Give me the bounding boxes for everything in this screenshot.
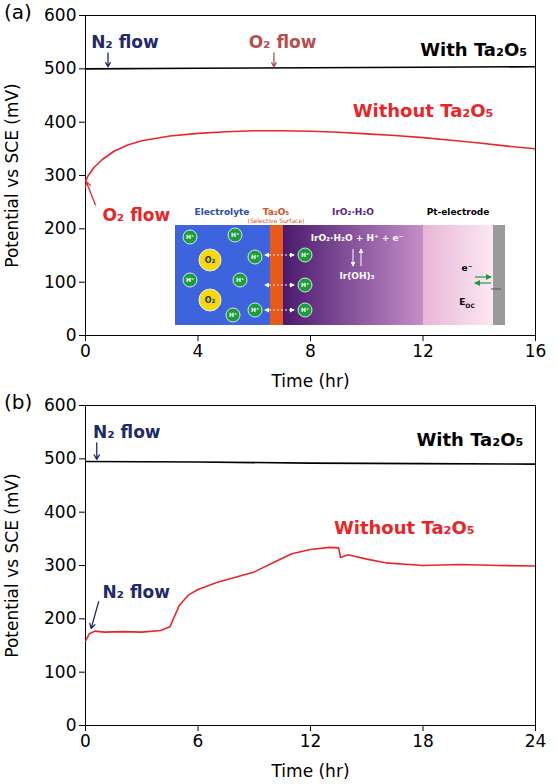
svg-text:0: 0 (66, 325, 77, 345)
svg-text:0: 0 (66, 715, 77, 735)
svg-text:e⁻: e⁻ (462, 263, 473, 273)
svg-text:Without Ta₂O₅: Without Ta₂O₅ (353, 100, 494, 121)
svg-text:EOC: EOC (459, 297, 475, 309)
svg-text:(Selective Surface): (Selective Surface) (248, 217, 305, 224)
svg-text:300: 300 (44, 555, 76, 575)
svg-text:0: 0 (80, 731, 91, 751)
svg-text:Time (hr): Time (hr) (270, 371, 349, 391)
svg-text:400: 400 (44, 502, 76, 522)
svg-text:H⁺: H⁺ (186, 233, 194, 240)
html-text:(b): (b) (4, 390, 33, 414)
svg-text:Potential vs SCE (mV): Potential vs SCE (mV) (2, 473, 22, 657)
svg-text:0: 0 (80, 341, 91, 361)
svg-text:600: 600 (44, 395, 76, 415)
svg-text:N₂ flow: N₂ flow (93, 422, 161, 442)
svg-text:With Ta₂O₅: With Ta₂O₅ (416, 429, 523, 450)
svg-text:H⁺: H⁺ (301, 251, 309, 258)
svg-text:O₂: O₂ (205, 296, 216, 305)
svg-text:12: 12 (300, 731, 322, 751)
svg-text:O₂ flow: O₂ flow (249, 32, 317, 52)
html-text:(a): (a) (4, 0, 32, 24)
svg-text:N₂ flow: N₂ flow (91, 32, 159, 52)
svg-text:400: 400 (44, 112, 76, 132)
svg-text:H⁺: H⁺ (301, 306, 309, 313)
svg-text:IrO₂·H₂O + H⁺ + e⁻: IrO₂·H₂O + H⁺ + e⁻ (311, 233, 404, 243)
svg-text:12: 12 (412, 341, 434, 361)
svg-text:6: 6 (193, 731, 204, 751)
svg-text:H⁺: H⁺ (229, 311, 237, 318)
svg-text:H⁺: H⁺ (236, 276, 244, 283)
svg-text:N₂ flow: N₂ flow (102, 582, 170, 602)
svg-text:18: 18 (412, 731, 434, 751)
svg-text:H⁺: H⁺ (186, 276, 194, 283)
svg-text:8: 8 (305, 341, 316, 361)
svg-text:H⁺: H⁺ (251, 253, 259, 260)
svg-text:200: 200 (44, 218, 76, 238)
svg-text:IrO₂·H₂O: IrO₂·H₂O (332, 207, 374, 217)
svg-text:300: 300 (44, 165, 76, 185)
svg-text:Time (hr): Time (hr) (270, 761, 349, 781)
svg-text:Ir(OH)₃: Ir(OH)₃ (339, 271, 374, 281)
svg-text:Ta₂O₅: Ta₂O₅ (263, 207, 290, 217)
svg-text:24: 24 (525, 731, 547, 751)
svg-text:H⁺: H⁺ (301, 281, 309, 288)
svg-text:600: 600 (44, 5, 76, 25)
svg-text:Electrolyte: Electrolyte (195, 207, 250, 217)
svg-text:100: 100 (44, 662, 76, 682)
svg-text:16: 16 (525, 341, 547, 361)
svg-text:200: 200 (44, 608, 76, 628)
svg-text:O₂: O₂ (205, 256, 216, 265)
svg-text:4: 4 (193, 341, 204, 361)
svg-text:With Ta₂O₅: With Ta₂O₅ (420, 39, 527, 60)
svg-text:Without Ta₂O₅: Without Ta₂O₅ (334, 517, 475, 538)
svg-text:O₂ flow: O₂ flow (102, 205, 170, 225)
svg-text:Pt-electrode: Pt-electrode (427, 207, 490, 217)
svg-text:Potential vs SCE (mV): Potential vs SCE (mV) (2, 83, 22, 267)
svg-text:H⁺: H⁺ (251, 306, 259, 313)
svg-text:100: 100 (44, 272, 76, 292)
svg-text:H⁺: H⁺ (231, 231, 239, 238)
svg-text:500: 500 (44, 58, 76, 78)
svg-text:500: 500 (44, 448, 76, 468)
